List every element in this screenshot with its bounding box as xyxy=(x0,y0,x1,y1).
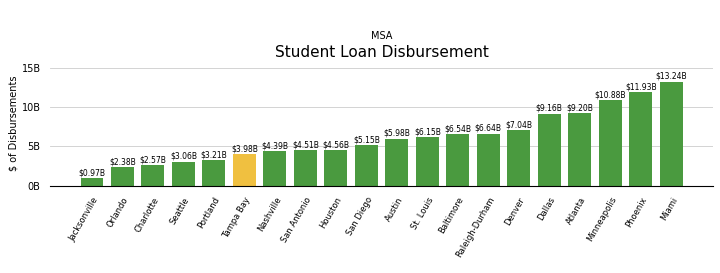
Bar xyxy=(508,130,530,186)
Bar xyxy=(660,82,683,186)
Text: $0.97B: $0.97B xyxy=(78,168,105,177)
Bar xyxy=(111,167,134,186)
Bar xyxy=(599,100,621,186)
Text: $2.38B: $2.38B xyxy=(109,157,136,166)
Text: $11.93B: $11.93B xyxy=(625,82,657,91)
Bar xyxy=(233,155,256,186)
Bar xyxy=(416,137,438,186)
Text: $5.98B: $5.98B xyxy=(384,129,410,138)
Text: $10.88B: $10.88B xyxy=(595,90,626,99)
Text: $4.51B: $4.51B xyxy=(292,140,319,149)
Text: $7.04B: $7.04B xyxy=(505,121,532,130)
Bar xyxy=(629,92,652,186)
Text: $6.15B: $6.15B xyxy=(414,127,441,136)
Bar xyxy=(568,114,591,186)
Bar xyxy=(355,145,378,186)
Bar xyxy=(477,133,500,186)
Text: $13.24B: $13.24B xyxy=(655,72,687,81)
Bar xyxy=(325,150,347,186)
Bar xyxy=(538,114,561,186)
Text: $4.56B: $4.56B xyxy=(323,140,349,149)
Bar xyxy=(385,139,408,186)
Text: $5.15B: $5.15B xyxy=(353,135,379,144)
Text: $3.06B: $3.06B xyxy=(170,152,197,161)
Text: $6.64B: $6.64B xyxy=(474,124,502,133)
Bar xyxy=(81,178,104,186)
Bar xyxy=(264,151,287,186)
Bar xyxy=(202,161,225,186)
Text: $3.98B: $3.98B xyxy=(231,145,258,154)
Text: $6.54B: $6.54B xyxy=(444,124,472,133)
Text: $4.39B: $4.39B xyxy=(261,141,289,150)
Bar xyxy=(294,150,317,186)
Text: $9.16B: $9.16B xyxy=(536,104,563,113)
Text: $3.21B: $3.21B xyxy=(201,151,228,160)
Text: $9.20B: $9.20B xyxy=(567,104,593,113)
Bar xyxy=(172,162,195,186)
Text: $2.57B: $2.57B xyxy=(140,156,166,165)
Text: MSA: MSA xyxy=(371,31,392,41)
Bar xyxy=(142,165,164,186)
Bar xyxy=(446,134,469,186)
Title: Student Loan Disbursement: Student Loan Disbursement xyxy=(274,45,489,60)
Y-axis label: $ of Disbursements: $ of Disbursements xyxy=(9,75,19,171)
